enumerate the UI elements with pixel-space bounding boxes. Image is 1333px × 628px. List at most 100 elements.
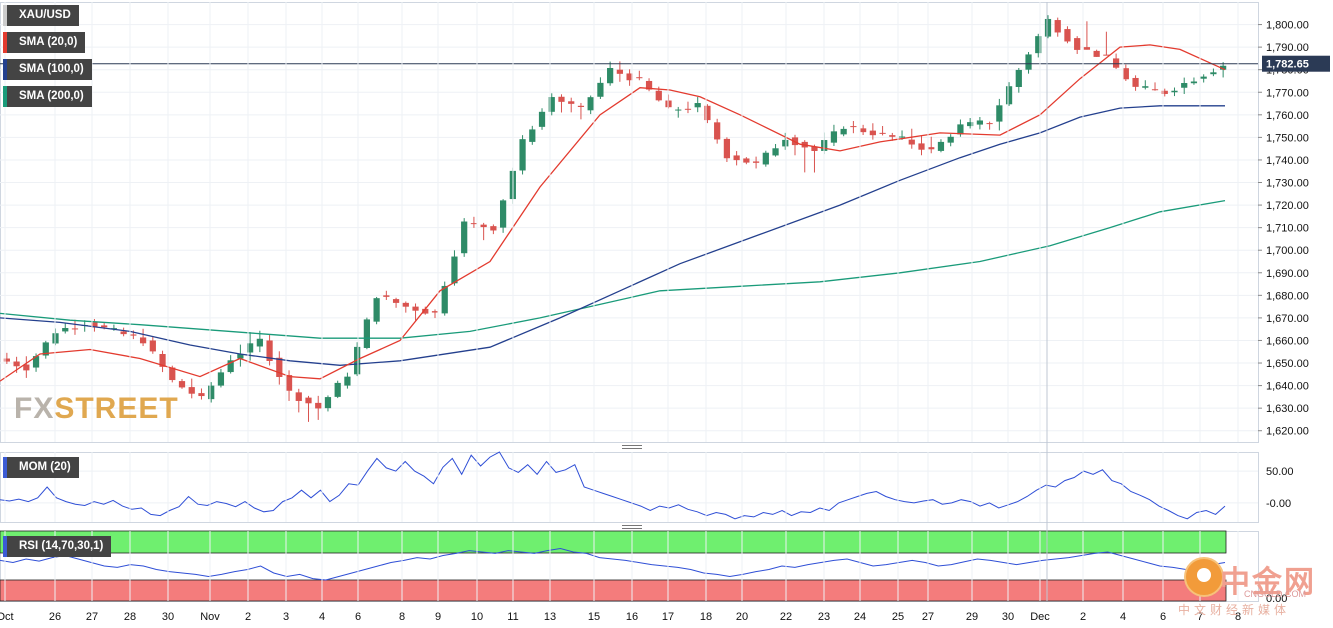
panel-frame (0, 2, 1259, 443)
y-tick-label: 1,650.00 (1266, 358, 1309, 370)
x-tick-label: 8 (1235, 611, 1241, 623)
candle-body (762, 152, 769, 165)
last-price-tag (1262, 55, 1330, 72)
candle-body (1181, 83, 1188, 88)
candle-body (344, 376, 351, 386)
candle-body (227, 360, 234, 373)
legend-mom[interactable]: MOM (20) (3, 457, 79, 478)
y-tick-label: 1,630.00 (1266, 403, 1309, 415)
candle-body (548, 97, 555, 112)
sma20-line (0, 44, 1226, 382)
legend-rsi[interactable]: RSI (14,70,30,1) (3, 536, 112, 557)
candle-body (42, 342, 49, 356)
candle-body (626, 73, 633, 81)
candle-body (334, 382, 341, 397)
candle-body (130, 334, 137, 336)
x-tick-label: 3 (283, 611, 289, 623)
candle-body (1151, 89, 1159, 91)
candle-body (324, 397, 332, 409)
candle-body (869, 130, 876, 136)
candle-body (684, 108, 692, 110)
candle-body (412, 306, 419, 311)
legend-sma200[interactable]: SMA (200,0) (3, 86, 92, 107)
candle-body (305, 397, 312, 404)
x-tick-label: 20 (736, 611, 748, 623)
x-tick-label: 10 (471, 611, 483, 623)
last-price-label: 1,782.65 (1266, 59, 1309, 71)
candle-body (957, 124, 964, 135)
candle-body (568, 101, 575, 104)
candle-body (937, 141, 945, 151)
x-tick-label: 7 (1197, 611, 1203, 623)
rsi-overbought-zone (0, 530, 1227, 554)
y-tick-label: 1,620.00 (1266, 426, 1309, 438)
x-tick-label: 6 (355, 611, 361, 623)
watermark-title: 中金网 (1220, 565, 1316, 600)
x-tick-label: 30 (162, 611, 174, 623)
candle-body (976, 120, 983, 125)
y-tick-label: 1,760.00 (1266, 110, 1309, 122)
x-tick-label: 9 (435, 611, 441, 623)
candle-body (558, 96, 565, 102)
y-tick-label: 1,660.00 (1266, 335, 1309, 347)
panel-separator (0, 445, 1333, 449)
candle-body (616, 69, 623, 74)
y-tick-label: 1,700.00 (1266, 245, 1309, 257)
candle-body (247, 343, 254, 353)
x-tick-label: 17 (662, 611, 674, 623)
rsi-tick-label: 0.00 (1266, 593, 1287, 605)
candle-body (1083, 47, 1091, 50)
candle-body (723, 138, 731, 159)
candle-body (1093, 50, 1100, 57)
candle-body (1190, 81, 1198, 84)
candle-body (120, 331, 127, 335)
x-tick-label: 29 (966, 611, 978, 623)
candle-body (782, 139, 789, 147)
candle-body (1132, 77, 1139, 87)
x-tick-label: 28 (124, 611, 136, 623)
candle-body (1200, 76, 1207, 79)
x-tick-label: 23 (818, 611, 830, 623)
candle-body (1142, 86, 1149, 88)
candle-body (392, 299, 400, 303)
x-tick-label: Dec (1030, 611, 1050, 623)
candle-body (499, 200, 507, 228)
cngold-watermark: 中金网 CNGOLD.COM 中文财经新媒体 (1178, 553, 1328, 625)
x-tick-label: 4 (1120, 611, 1126, 623)
mom-tick-label: -0.00 (1266, 498, 1291, 510)
candle-body (967, 122, 974, 127)
x-tick-label: 6 (1160, 611, 1166, 623)
candle-body (597, 82, 604, 97)
candle-body (470, 223, 478, 225)
legend-sma100[interactable]: SMA (100,0) (3, 59, 92, 80)
candle-body (1210, 72, 1217, 75)
x-tick-label: Nov (200, 611, 220, 623)
rsi-oversold-zone (0, 579, 1227, 602)
x-tick-label: 26 (49, 611, 61, 623)
candle-body (91, 322, 98, 328)
candle-body (577, 105, 585, 107)
candle-body (636, 77, 643, 79)
legend-xauusd[interactable]: XAU/USD (3, 5, 79, 26)
candle-body (441, 285, 448, 314)
y-tick-label: 1,680.00 (1266, 290, 1309, 302)
candle-body (295, 392, 302, 401)
logo-street: STREET (54, 392, 179, 425)
x-tick-label: 13 (544, 611, 556, 623)
candle-body (607, 67, 614, 84)
candle-body (1035, 36, 1042, 54)
y-tick-label: 1,710.00 (1266, 223, 1309, 235)
y-tick-label: 1,790.00 (1266, 42, 1309, 54)
candle-body (714, 122, 721, 140)
candle-body (1005, 86, 1013, 105)
candle-body (3, 358, 10, 362)
candle-body (1103, 54, 1110, 56)
candle-body (422, 308, 429, 314)
x-tick-label: Oct (0, 611, 14, 623)
legend-sma20[interactable]: SMA (20,0) (3, 32, 86, 53)
x-tick-label: 11 (507, 611, 518, 623)
candle-body (373, 298, 380, 322)
candle-body (110, 328, 118, 330)
candle-body (217, 372, 225, 386)
